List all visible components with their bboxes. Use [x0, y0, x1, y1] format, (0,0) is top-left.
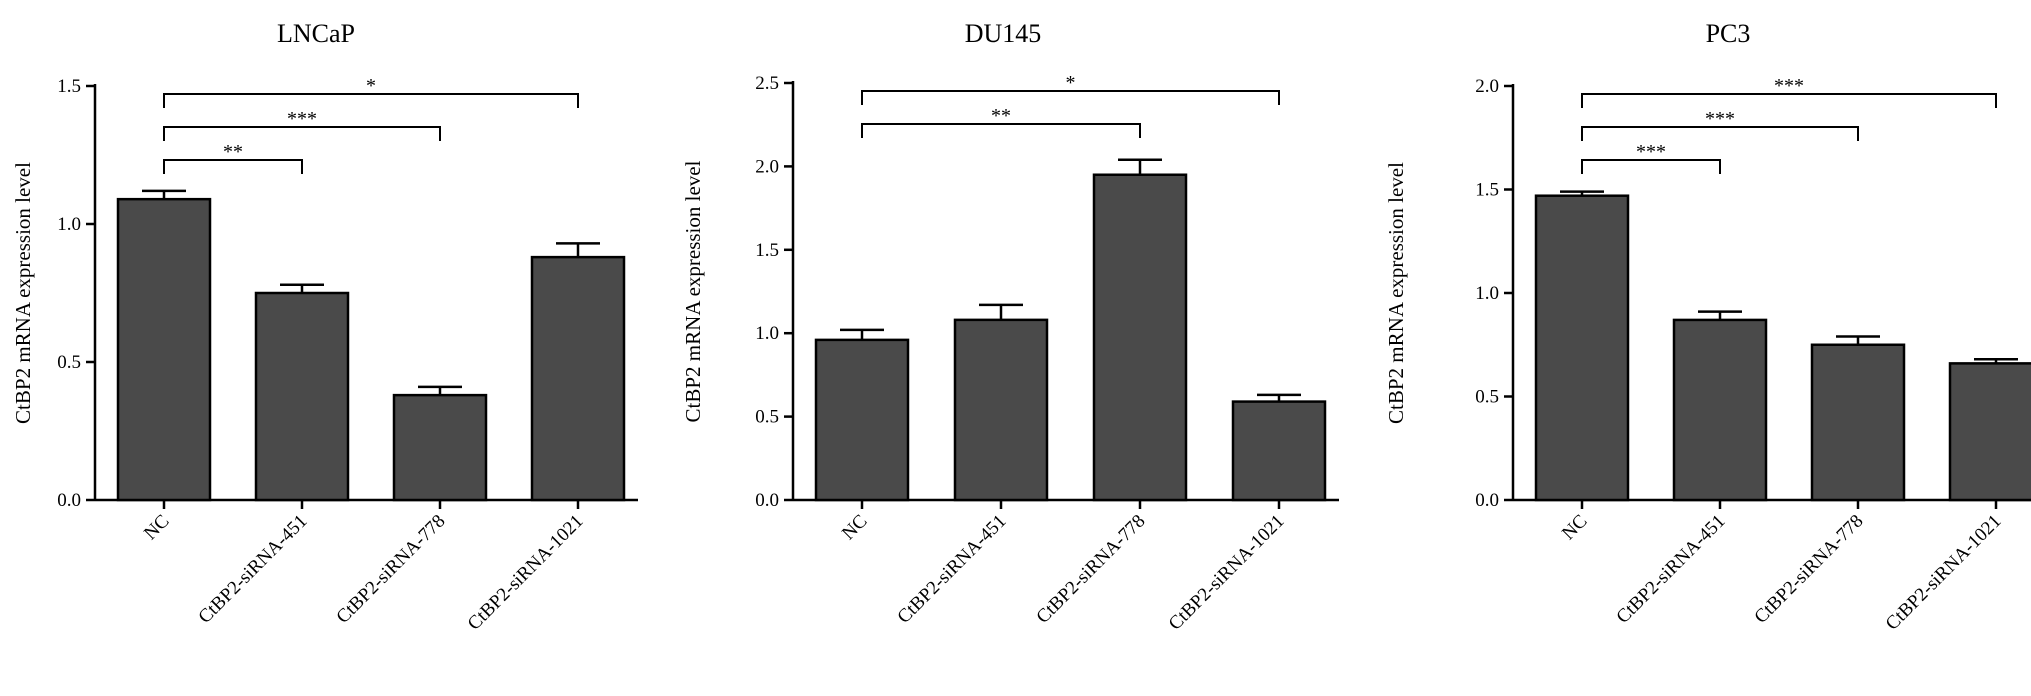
significance-label: ***	[1774, 75, 1804, 97]
significance-label: ***	[1636, 141, 1666, 163]
bar-1	[814, 338, 910, 502]
y-tick-label: 0.0	[57, 490, 81, 511]
y-tick-label: 1.5	[755, 240, 779, 261]
x-category-label: NC	[140, 511, 174, 545]
significance-bracket: *	[163, 75, 579, 108]
y-tick-label: 1.5	[1475, 180, 1499, 201]
x-category-label: CtBP2-siRNA-778	[332, 511, 449, 628]
y-tick-label: 2.5	[755, 73, 779, 94]
bar-1	[1534, 194, 1630, 502]
significance-bracket: ***	[163, 108, 441, 141]
x-category-label: CtBP2-siRNA-778	[1750, 511, 1867, 628]
x-category-label: CtBP2-siRNA-451	[1612, 511, 1729, 628]
bar-4	[530, 255, 626, 502]
significance-label: **	[223, 141, 243, 163]
y-tick-label: 0.5	[755, 407, 779, 428]
chart-title: PC3	[1706, 19, 1751, 48]
significance-bracket: *	[861, 72, 1280, 105]
x-category-label: CtBP2-siRNA-1021	[1882, 511, 2006, 635]
y-tick-label: 2.0	[1475, 76, 1499, 97]
y-tick-label: 0.0	[1475, 490, 1499, 511]
significance-label: **	[991, 105, 1011, 127]
chart-panel-1: LNCaP CtBP2 mRNA expression level 0.0 0.5 1.…	[11, 19, 638, 635]
bar-2	[953, 318, 1049, 502]
bar-3	[392, 393, 488, 502]
x-category-label: CtBP2-siRNA-778	[1032, 511, 1149, 628]
bar-2	[254, 291, 350, 502]
y-tick-label: 1.0	[755, 323, 779, 344]
bar-1	[116, 197, 212, 502]
significance-label: ***	[1705, 108, 1735, 130]
bar-3	[1810, 343, 1906, 502]
chart-panel-3: PC3 CtBP2 mRNA expression level 0.0 0.5 1.0 1…	[1384, 19, 2031, 635]
y-axis-label: CtBP2 mRNA expression level	[11, 162, 35, 424]
x-category-label: CtBP2-siRNA-1021	[1165, 511, 1289, 635]
bar-4	[1948, 362, 2031, 502]
x-category-label: CtBP2-siRNA-451	[194, 511, 311, 628]
significance-bracket: ***	[1581, 141, 1721, 174]
significance-bracket: **	[163, 141, 303, 174]
significance-bracket: ***	[1581, 108, 1859, 141]
bar-2	[1672, 318, 1768, 502]
y-tick-label: 0.0	[755, 490, 779, 511]
x-category-label: NC	[838, 511, 872, 545]
x-category-label: NC	[1558, 511, 1592, 545]
y-tick-label: 0.5	[57, 352, 81, 373]
significance-label: *	[1066, 72, 1076, 94]
y-axis-label: CtBP2 mRNA expression level	[1384, 162, 1408, 424]
y-tick-label: 1.0	[57, 214, 81, 235]
y-tick-label: 0.5	[1475, 387, 1499, 408]
y-tick-label: 2.0	[755, 156, 779, 177]
significance-label: *	[366, 75, 376, 97]
x-category-label: CtBP2-siRNA-451	[893, 511, 1010, 628]
y-axis-label: CtBP2 mRNA expression level	[681, 160, 705, 422]
bar-3	[1092, 173, 1188, 502]
chart-title: DU145	[965, 19, 1042, 48]
y-tick-label: 1.5	[57, 76, 81, 97]
significance-label: ***	[287, 108, 317, 130]
chart-title: LNCaP	[277, 19, 355, 48]
significance-bracket: **	[861, 105, 1141, 138]
bar-4	[1231, 400, 1327, 502]
y-tick-label: 1.0	[1475, 283, 1499, 304]
chart-panel-2: DU145 CtBP2 mRNA expression level 0.0 0.5 1.…	[681, 19, 1339, 635]
x-category-label: CtBP2-siRNA-1021	[464, 511, 588, 635]
significance-bracket: ***	[1581, 75, 1997, 108]
